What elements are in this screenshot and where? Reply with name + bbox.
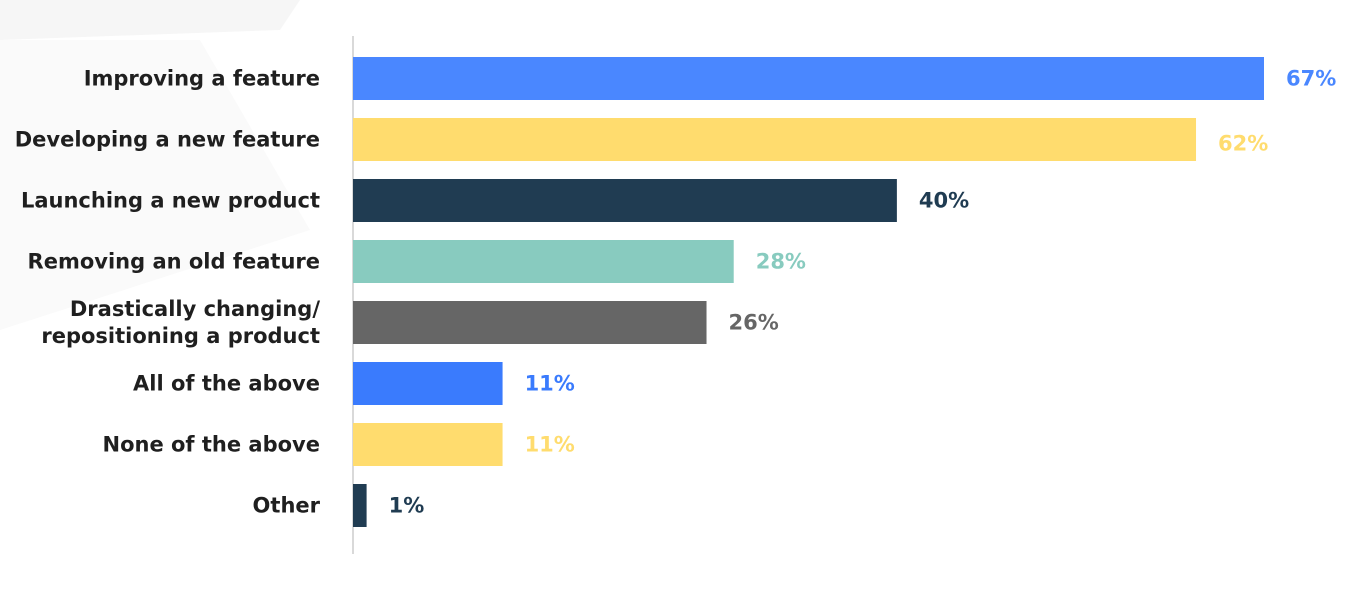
category-label: Improving a feature: [84, 67, 320, 91]
value-label: 67%: [1286, 67, 1336, 91]
category-label: Developing a new feature: [15, 128, 320, 152]
category-label-line: Drastically changing/: [70, 297, 320, 321]
category-labels: Improving a feature Developing a new feat…: [15, 67, 321, 518]
category-label-line: All of the above: [133, 372, 320, 396]
bar: [353, 423, 503, 466]
category-label-line: Improving a feature: [84, 67, 320, 91]
bar: [353, 179, 897, 222]
category-label-line: None of the above: [103, 433, 321, 457]
value-label: 28%: [756, 250, 806, 274]
category-label-line: Removing an old feature: [28, 250, 320, 274]
category-label-line: Developing a new feature: [15, 128, 320, 152]
category-label: Removing an old feature: [28, 250, 320, 274]
background-shape: [0, 40, 310, 330]
value-label: 1%: [389, 494, 425, 518]
value-label: 26%: [729, 311, 779, 335]
value-labels: 67% 62% 40% 28% 26% 11% 11% 1%: [389, 67, 1337, 518]
background-shape: [0, 0, 300, 40]
category-label: Launching a new product: [21, 189, 320, 213]
category-label: Other: [253, 494, 321, 518]
value-label: 11%: [525, 372, 575, 396]
category-label: All of the above: [133, 372, 320, 396]
category-label-line: repositioning a product: [41, 324, 320, 348]
background-decoration: [0, 0, 310, 330]
category-label: Drastically changing/repositioning a pro…: [41, 297, 320, 348]
value-label: 40%: [919, 189, 969, 213]
category-label: None of the above: [103, 433, 321, 457]
value-label: 11%: [525, 433, 575, 457]
bar: [353, 57, 1264, 100]
bar: [353, 240, 734, 283]
category-label-line: Other: [253, 494, 321, 518]
value-label: 62%: [1218, 132, 1268, 156]
category-label-line: Launching a new product: [21, 189, 320, 213]
bar: [353, 118, 1197, 161]
bar: [353, 301, 707, 344]
bar: [353, 484, 367, 527]
bar: [353, 362, 503, 405]
bars: [353, 57, 1264, 527]
